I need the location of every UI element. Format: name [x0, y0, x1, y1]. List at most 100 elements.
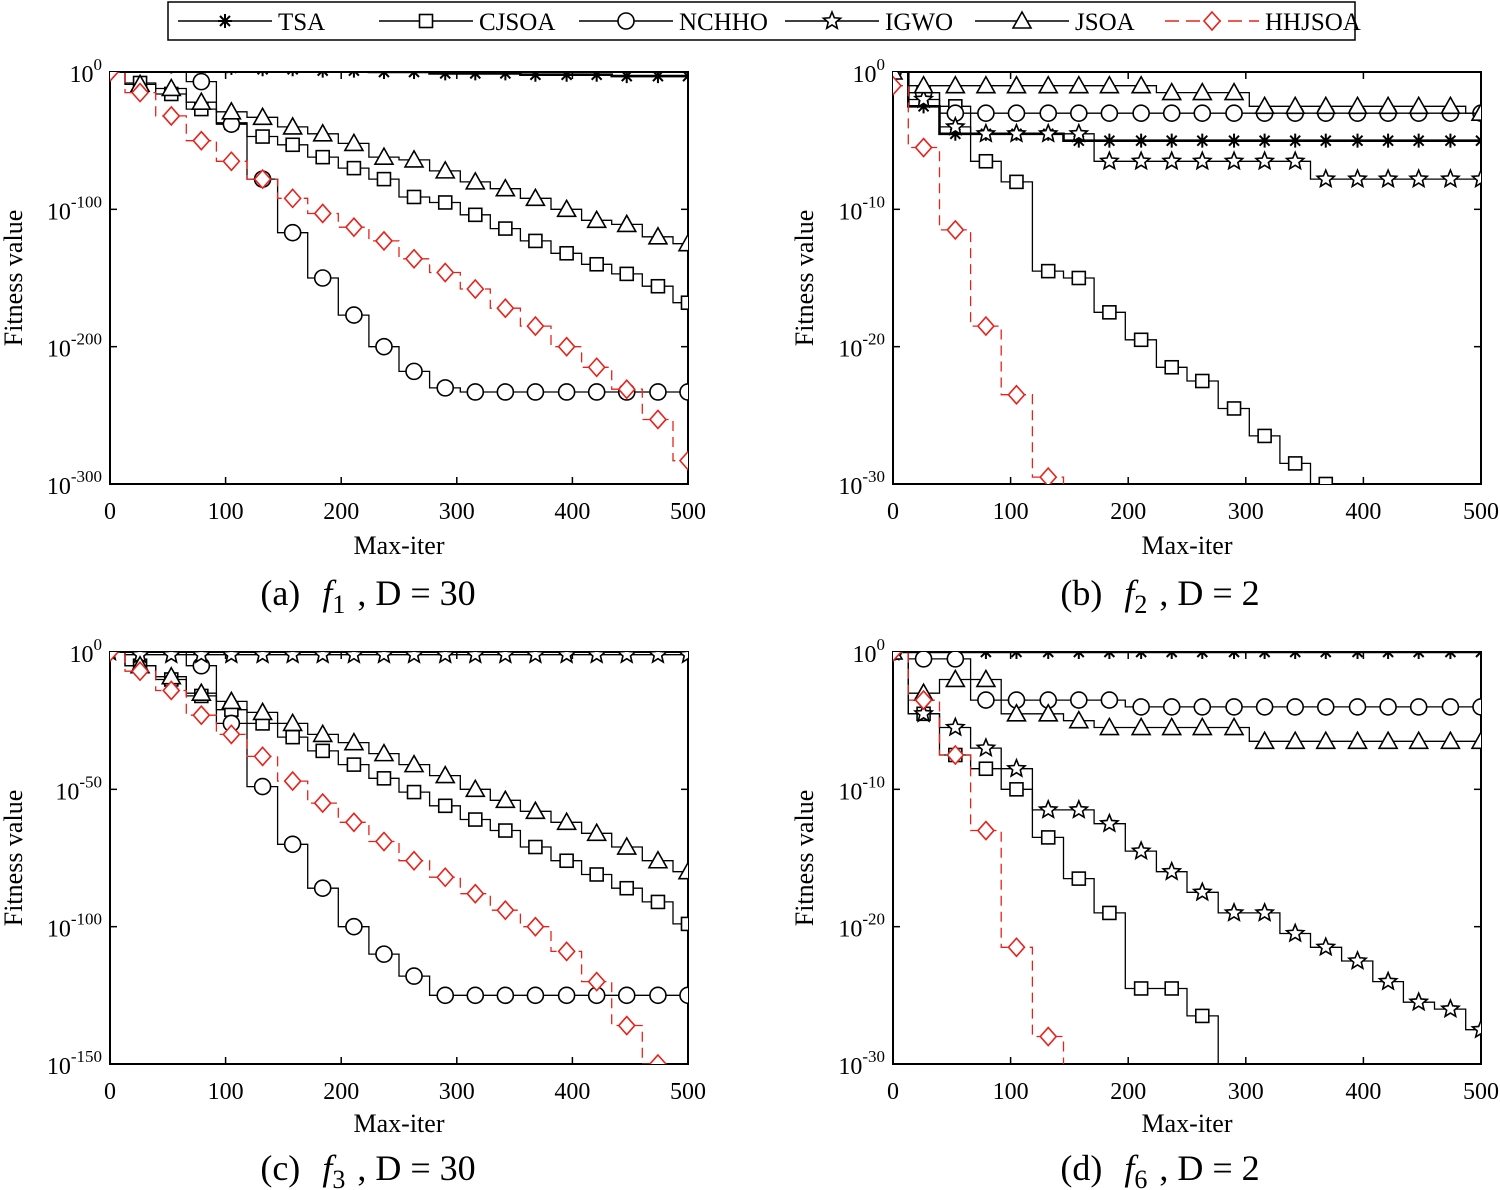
point-b-igwo-5 [1037, 122, 1059, 143]
point-c-hhjsoa-14 [526, 916, 545, 937]
point-a-cjsoa-18 [650, 278, 666, 294]
xtick-label-d-0: 0 [887, 1079, 899, 1105]
point-c-igwo-18 [648, 652, 668, 664]
point-b-hhjsoa-2 [946, 219, 965, 241]
point-a-tsa-0 [103, 57, 117, 71]
point-c-jsoa-14 [525, 800, 546, 820]
point-b-jsoa-14 [1315, 95, 1337, 115]
point-b-nchho-10 [1193, 104, 1212, 122]
point-d-tsa-4 [1009, 652, 1024, 659]
point-b-nchho-9 [1162, 104, 1181, 122]
point-b-nchho-8 [1132, 104, 1150, 122]
point-d-cjsoa-7 [1102, 905, 1117, 921]
point-b-tsa-18 [1443, 133, 1458, 148]
point-d-tsa-17 [1411, 652, 1426, 659]
point-d-igwo-4 [1005, 757, 1028, 778]
xtick-label-d-300: 300 [1228, 1079, 1264, 1105]
point-b-tsa-15 [1350, 133, 1365, 148]
point-a-hhjsoa-2 [162, 105, 181, 127]
point-b-tsa-0 [893, 72, 894, 73]
point-a-nchho-18 [649, 383, 667, 401]
series-line-c-hhjsoa [110, 652, 658, 1064]
series-c-igwo [110, 652, 688, 664]
point-a-jsoa-16 [586, 209, 608, 229]
point-d-igwo-8 [1130, 840, 1152, 861]
point-c-tsa-0 [103, 637, 117, 651]
point-d-nchho-14 [1316, 698, 1335, 716]
point-d-igwo-10 [1191, 881, 1213, 902]
point-d-hhjsoa-3 [976, 820, 995, 841]
point-d-nchho-9 [1162, 698, 1181, 716]
caption-a-sub: 1 [332, 590, 345, 619]
point-c-hhjsoa-18 [648, 1053, 668, 1064]
point-c-cjsoa-17 [619, 880, 635, 896]
legend-label-hhjsoa: HHJSOA [1265, 9, 1361, 36]
point-c-nchho-8 [345, 917, 363, 936]
point-c-tsa-14 [528, 637, 542, 651]
point-c-nchho-13 [496, 986, 515, 1005]
point-a-jsoa-17 [616, 213, 638, 233]
point-c-nchho-14 [526, 986, 545, 1005]
legend-marker-cjsoa [418, 13, 434, 29]
legend-label-jsoa: JSOA [1075, 9, 1135, 36]
legend-marker-tsa [218, 14, 232, 28]
point-b-nchho-11 [1225, 104, 1243, 122]
point-d-tsa-5 [1041, 652, 1056, 659]
point-a-cjsoa-13 [498, 221, 513, 236]
point-d-tsa-12 [1257, 652, 1272, 659]
point-a-tsa-4 [225, 72, 238, 75]
point-b-jsoa-17 [1408, 95, 1430, 115]
legend-label-igwo: IGWO [885, 9, 953, 36]
ylabel-a: Fitness value [0, 210, 28, 347]
series-d-cjsoa [893, 652, 1219, 1064]
point-c-cjsoa-12 [467, 812, 483, 827]
point-b-jsoa-9 [1161, 81, 1183, 101]
point-c-tsa-16 [590, 637, 604, 651]
ytick-label-c--100: 10-100 [47, 910, 102, 943]
point-a-jsoa-4 [221, 101, 242, 120]
point-c-igwo-12 [465, 652, 486, 664]
point-a-cjsoa-14 [528, 233, 543, 249]
caption-c-sub: 3 [332, 1165, 345, 1190]
point-c-tsa-2 [164, 637, 178, 651]
point-a-cjsoa-8 [346, 160, 362, 176]
point-c-igwo-3 [191, 652, 212, 664]
point-b-igwo-1 [913, 88, 935, 109]
point-b-jsoa-12 [1254, 95, 1275, 115]
caption-c-dim: , D = 30 [357, 1148, 475, 1188]
point-d-jsoa-11 [1223, 716, 1245, 736]
point-b-igwo-19 [1470, 168, 1481, 189]
point-c-jsoa-16 [586, 822, 608, 842]
point-c-nchho-10 [405, 967, 423, 985]
point-c-nchho-9 [375, 945, 393, 963]
point-b-cjsoa-9 [1164, 359, 1180, 375]
point-c-igwo-8 [344, 652, 364, 664]
ytick-label-a--100: 10-100 [47, 192, 102, 225]
point-c-tsa-7 [316, 637, 330, 651]
point-b-igwo-7 [1098, 150, 1120, 171]
point-d-cjsoa-5 [1040, 830, 1056, 845]
ytick-label-a--200: 10-200 [47, 330, 102, 363]
point-d-tsa-18 [1443, 652, 1458, 659]
series-d-tsa [893, 652, 1481, 659]
point-c-nchho-19 [679, 986, 688, 1005]
point-b-cjsoa-3 [978, 153, 994, 169]
point-d-igwo-18 [1439, 997, 1461, 1019]
ylabel-b: Fitness value [790, 210, 819, 347]
point-a-hhjsoa-0 [110, 72, 120, 83]
point-c-jsoa-13 [494, 789, 516, 809]
point-b-nchho-5 [1039, 104, 1058, 122]
point-d-tsa-19 [1474, 652, 1481, 659]
point-d-tsa-11 [1227, 652, 1242, 659]
point-b-tsa-8 [1134, 133, 1149, 148]
ylabel-d: Fitness value [790, 790, 819, 927]
panel-b: 0 100 200 300 400 500 100 10-10 10-20 10-30 Max-i… [790, 55, 1499, 619]
point-b-jsoa-8 [1130, 75, 1152, 94]
point-b-hhjsoa-5 [1039, 466, 1058, 484]
point-c-tsa-3 [194, 637, 208, 651]
ytick-label-d--10: 10-10 [838, 772, 885, 805]
point-b-nchho-6 [1070, 104, 1088, 122]
point-a-jsoa-10 [403, 149, 425, 168]
point-c-cjsoa-19 [680, 916, 688, 932]
axes-frame-a [109, 71, 689, 485]
